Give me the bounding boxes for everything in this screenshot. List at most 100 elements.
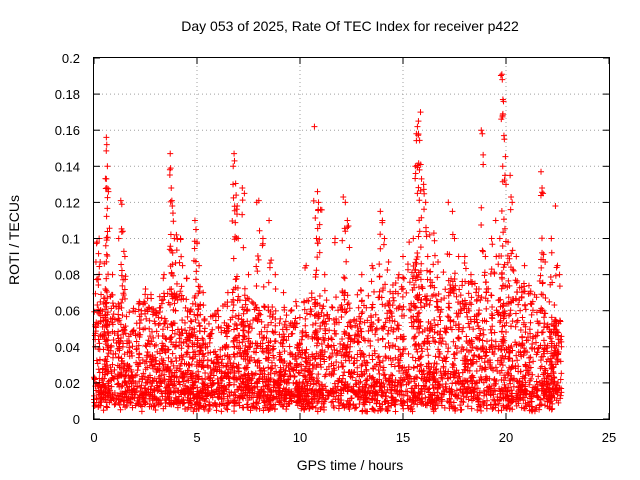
data-point-spike	[451, 270, 458, 277]
data-point-spike	[246, 357, 253, 364]
data-point	[155, 322, 162, 329]
y-tick-label: 0.16	[55, 123, 80, 138]
data-point-spike	[454, 313, 461, 320]
data-point	[384, 330, 391, 337]
data-point	[480, 331, 487, 338]
data-point-spike	[488, 292, 495, 299]
data-point-peak	[467, 271, 474, 278]
data-point-spike	[497, 303, 504, 310]
data-point	[456, 373, 463, 380]
data-point-spike	[445, 375, 452, 382]
data-point	[356, 320, 363, 327]
data-point	[328, 399, 335, 406]
data-point	[396, 367, 403, 374]
data-point	[434, 402, 441, 409]
data-point-spike	[265, 349, 272, 356]
data-point	[362, 362, 369, 369]
data-point	[322, 318, 329, 325]
data-point-spike	[382, 302, 389, 309]
data-point	[331, 346, 338, 353]
data-point	[557, 395, 564, 402]
data-point	[507, 380, 514, 387]
data-point-spike	[399, 364, 406, 371]
data-point	[301, 298, 308, 305]
data-point	[296, 340, 303, 347]
data-point	[458, 395, 465, 402]
x-tick-label: 20	[499, 430, 513, 445]
data-point	[507, 307, 514, 314]
data-point	[523, 367, 530, 374]
data-point	[450, 338, 457, 345]
data-point	[403, 289, 410, 296]
data-point	[477, 330, 484, 337]
data-point-spike	[240, 318, 247, 325]
x-tick-label: 5	[193, 430, 200, 445]
data-point	[498, 285, 505, 292]
data-point-spike	[414, 295, 421, 302]
data-point-spike	[135, 342, 142, 349]
data-point	[303, 297, 310, 304]
data-point-spike	[260, 283, 267, 290]
data-point	[373, 397, 380, 404]
data-point	[298, 336, 305, 343]
data-point-peak	[538, 168, 545, 175]
data-point-spike	[548, 372, 555, 379]
data-point-peak	[501, 136, 508, 143]
data-point-spike	[384, 267, 391, 274]
data-point	[365, 292, 372, 299]
data-point-spike	[103, 275, 110, 282]
data-point-spike	[104, 234, 111, 241]
data-point	[319, 394, 326, 401]
data-point-spike	[416, 291, 423, 298]
data-point-spike	[254, 253, 261, 260]
data-point	[156, 293, 163, 300]
data-point	[417, 362, 424, 369]
data-point	[245, 329, 252, 336]
data-point	[424, 346, 431, 353]
data-point-spike	[142, 291, 149, 298]
data-point-spike	[341, 275, 348, 282]
data-point-spike	[161, 320, 168, 327]
data-point-peak	[168, 184, 175, 191]
data-point-spike	[451, 350, 458, 357]
data-point-spike	[115, 305, 122, 312]
data-point	[160, 296, 167, 303]
data-point-spike	[168, 286, 175, 293]
data-point	[281, 378, 288, 385]
data-point	[206, 339, 213, 346]
data-point-spike	[499, 112, 506, 119]
data-point	[517, 368, 524, 375]
data-point	[293, 320, 300, 327]
data-point-spike	[255, 256, 262, 263]
data-point	[465, 290, 472, 297]
data-point	[517, 396, 524, 403]
data-point	[470, 326, 477, 333]
data-point-peak	[548, 235, 555, 242]
data-point	[166, 373, 173, 380]
data-point-spike	[152, 320, 159, 327]
data-point	[158, 315, 165, 322]
data-point	[462, 278, 469, 285]
data-point-spike	[541, 342, 548, 349]
data-point-spike	[253, 282, 260, 289]
data-point-spike	[359, 351, 366, 358]
data-point-peak	[426, 231, 433, 238]
data-point-spike	[419, 371, 426, 378]
data-point	[484, 384, 491, 391]
data-point-peak	[410, 235, 417, 242]
data-point	[344, 388, 351, 395]
data-point	[430, 385, 437, 392]
data-point-peak	[233, 192, 240, 199]
data-point-spike	[104, 344, 111, 351]
data-point-spike	[395, 379, 402, 386]
data-point-spike	[557, 376, 564, 383]
data-point-spike	[498, 116, 505, 123]
data-point	[496, 319, 503, 326]
data-point	[124, 387, 131, 394]
data-point-spike	[431, 328, 438, 335]
data-point	[164, 365, 171, 372]
data-point-spike	[466, 299, 473, 306]
data-point	[498, 386, 505, 393]
data-point	[193, 406, 200, 413]
